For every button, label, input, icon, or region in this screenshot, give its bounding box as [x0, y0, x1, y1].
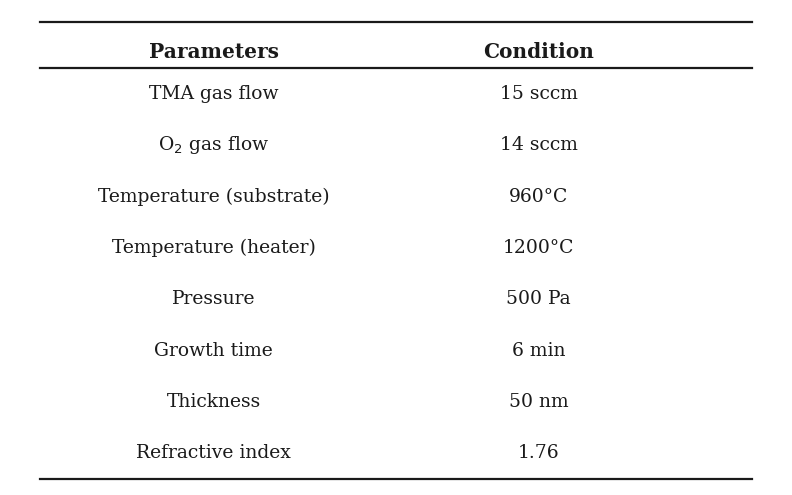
Text: TMA gas flow: TMA gas flow: [149, 85, 279, 103]
Text: 50 nm: 50 nm: [508, 393, 569, 411]
Text: 15 sccm: 15 sccm: [500, 85, 577, 103]
Text: Thickness: Thickness: [166, 393, 261, 411]
Text: Refractive index: Refractive index: [136, 445, 291, 462]
Text: O$_2$ gas flow: O$_2$ gas flow: [158, 134, 269, 156]
Text: Temperature (substrate): Temperature (substrate): [98, 188, 329, 206]
Text: Parameters: Parameters: [149, 42, 279, 62]
Text: Pressure: Pressure: [172, 291, 256, 308]
Text: 14 sccm: 14 sccm: [500, 136, 577, 154]
Text: 1200°C: 1200°C: [503, 239, 574, 257]
Text: 500 Pa: 500 Pa: [506, 291, 571, 308]
Text: 960°C: 960°C: [509, 188, 568, 206]
Text: Temperature (heater): Temperature (heater): [112, 239, 316, 257]
Text: 6 min: 6 min: [512, 342, 565, 360]
Text: Growth time: Growth time: [154, 342, 273, 360]
Text: Condition: Condition: [483, 42, 594, 62]
Text: 1.76: 1.76: [518, 445, 559, 462]
